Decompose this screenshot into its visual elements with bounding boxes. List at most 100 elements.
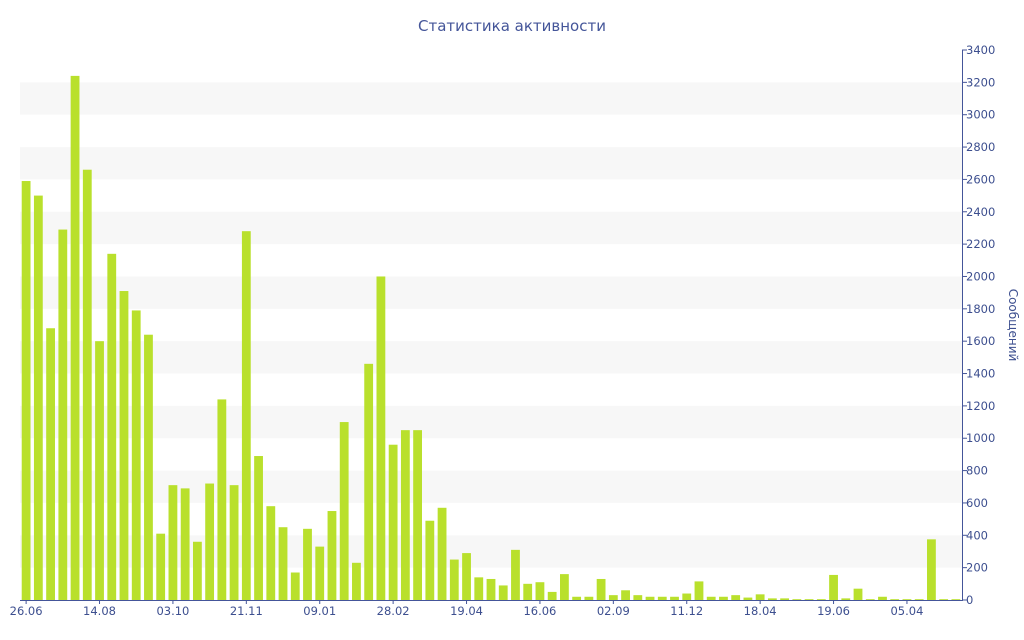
bar [743, 597, 753, 600]
x-tick-label: 03.10 [156, 604, 189, 618]
bar [780, 598, 790, 600]
bar [119, 291, 129, 600]
bar [352, 562, 361, 600]
x-tick-label: 21.11 [230, 604, 263, 618]
x-tick-label: 16.06 [523, 604, 556, 618]
bar [657, 596, 667, 600]
bar [388, 444, 398, 600]
grid-band [20, 470, 962, 503]
y-tick-label: 800 [966, 464, 988, 478]
x-tick-label: 11.12 [670, 604, 703, 618]
bar [890, 599, 900, 600]
axes [20, 50, 963, 601]
bar [339, 422, 349, 600]
bar [498, 585, 508, 600]
bar [645, 596, 655, 600]
bar [755, 594, 765, 600]
bar [511, 549, 520, 600]
bar [523, 583, 533, 600]
bar [400, 430, 410, 600]
bar [33, 195, 43, 600]
bar [767, 598, 777, 600]
bar [278, 527, 288, 600]
y-axis-label: Сообщений [1006, 289, 1020, 362]
bar [670, 596, 679, 600]
x-tick-label: 28.02 [377, 604, 410, 618]
y-tick-label: 1200 [966, 399, 995, 413]
bar [82, 169, 92, 600]
bar [266, 506, 276, 600]
bar [205, 483, 215, 600]
grid-band [20, 211, 962, 245]
bar [144, 334, 153, 600]
bar [192, 541, 202, 600]
y-tick-label: 2200 [966, 237, 995, 251]
bar [364, 363, 374, 600]
bar [474, 577, 484, 600]
bar [914, 599, 924, 600]
bar [449, 559, 459, 600]
x-tick-label: 05.04 [890, 604, 923, 618]
bar [168, 485, 178, 600]
grid-band [20, 147, 962, 180]
bar [486, 578, 496, 600]
bar [180, 488, 190, 600]
bar [229, 485, 239, 600]
grid-band [20, 82, 962, 115]
bar [58, 229, 68, 600]
bar [70, 75, 80, 600]
background-bands [20, 82, 962, 568]
bar [437, 507, 447, 600]
x-tick-label: 19.04 [450, 604, 483, 618]
x-tick-label: 14.08 [83, 604, 116, 618]
grid-band [20, 276, 962, 309]
y-tick-label: 0 [966, 593, 973, 607]
bar [804, 599, 814, 600]
bar [156, 533, 166, 600]
bar [131, 310, 141, 600]
bar [584, 596, 594, 600]
bar [816, 599, 826, 600]
x-tick-label: 09.01 [303, 604, 336, 618]
bar [731, 595, 741, 600]
bar [682, 593, 692, 600]
bar [290, 572, 300, 600]
bar [413, 430, 422, 600]
bar [841, 598, 851, 600]
bar [902, 599, 912, 600]
grid-band [20, 405, 962, 439]
x-axis-ticks: 26.06 14.08 03.10 21.11 09.01 28.02 19.04 16.06… [10, 600, 923, 618]
y-tick-label: 600 [966, 496, 988, 510]
x-tick-label: 18.04 [744, 604, 777, 618]
y-tick-label: 1600 [966, 334, 995, 348]
bar [241, 231, 251, 600]
y-tick-label: 1000 [966, 431, 995, 445]
bar [425, 520, 435, 600]
y-tick-label: 3200 [966, 75, 995, 89]
bar [694, 581, 704, 600]
bar [939, 599, 949, 600]
bar [535, 582, 545, 600]
y-tick-label: 3000 [966, 108, 995, 122]
bar [706, 596, 716, 600]
bar [303, 528, 312, 600]
bar [596, 578, 606, 600]
bar [547, 591, 557, 600]
bar [95, 341, 104, 600]
bar [829, 574, 838, 600]
bar [217, 399, 227, 600]
y-tick-label: 2400 [966, 205, 995, 219]
y-tick-label: 1400 [966, 367, 995, 381]
y-tick-label: 2000 [966, 269, 995, 283]
bar-series [21, 75, 961, 600]
x-tick-label: 26.06 [10, 604, 43, 618]
bar [853, 588, 863, 600]
y-tick-label: 2800 [966, 140, 995, 154]
chart-title: Статистика активности [418, 17, 606, 35]
bar [572, 596, 582, 600]
bar [21, 181, 31, 600]
bar [254, 456, 263, 600]
bar [927, 539, 936, 600]
bar [878, 596, 887, 600]
